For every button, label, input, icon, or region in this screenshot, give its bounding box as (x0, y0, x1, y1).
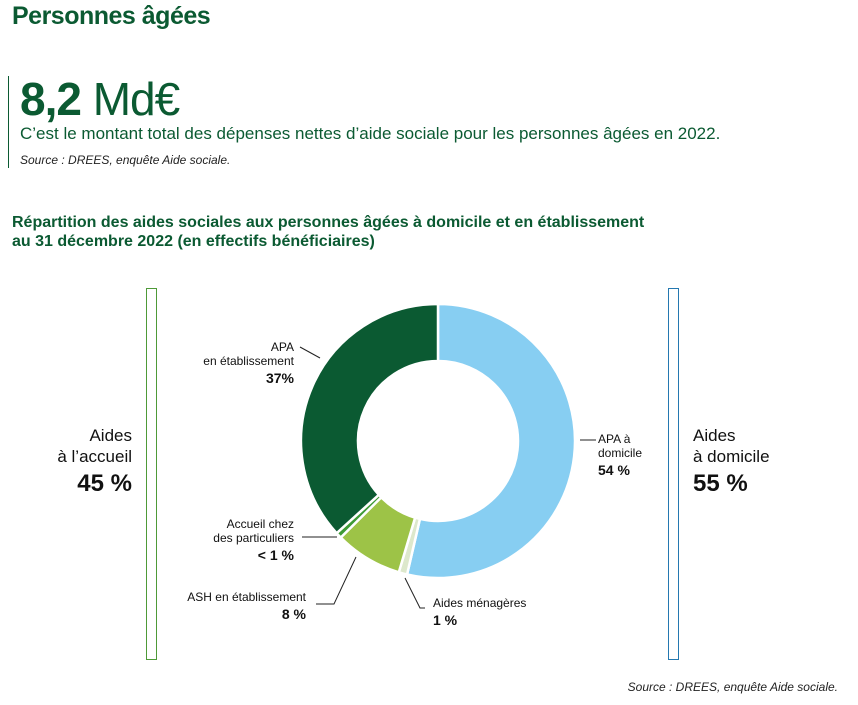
slice-value: 54 % (598, 462, 630, 478)
slice-value: 37% (265, 370, 294, 386)
group-name: Aides (693, 426, 736, 445)
kpi-unit: Md€ (92, 73, 180, 125)
slice-name: Aides ménagères (433, 596, 527, 610)
group-name: à l’accueil (57, 447, 132, 466)
slice-value: < 1 % (257, 547, 294, 563)
group-value: 45 % (77, 470, 132, 497)
slice-name: en établissement (203, 354, 294, 368)
kpi-value: 8,2 Md€ (20, 72, 180, 126)
kpi-accent-bar (8, 76, 9, 168)
leader-line-apa-etab (299, 346, 321, 359)
chart-title-line2: au 31 décembre 2022 (en effectifs bénéfi… (12, 233, 375, 250)
donut-slice-4 (299, 302, 440, 535)
slice-value: 1 % (433, 612, 458, 628)
slice-label-accueil: Accueil chez des particuliers < 1 % (213, 517, 294, 562)
slice-value: 8 % (281, 606, 306, 622)
slice-name: ASH en établissement (187, 590, 306, 604)
slice-name: domicile (598, 446, 643, 460)
page-title: Personnes âgées (12, 2, 211, 30)
kpi-source: Source : DREES, enquête Aide sociale. (20, 153, 231, 167)
slice-name: des particuliers (213, 531, 294, 545)
leader-line-ash (316, 556, 357, 605)
chart-title-line1: Répartition des aides sociales aux perso… (12, 214, 645, 231)
kpi-description: C’est le montant total des dépenses nett… (20, 124, 721, 143)
slice-label-ash: ASH en établissement 8 % (187, 590, 306, 621)
group-label-accueil: Aides à l’accueil 45 % (57, 425, 132, 497)
group-bracket-accueil (146, 288, 157, 660)
slice-label-apa-etab: APA en établissement 37% (203, 340, 294, 385)
group-bracket-domicile (668, 288, 679, 660)
slice-name: APA à (598, 432, 631, 446)
group-label-domicile: Aides à domicile 55 % (693, 425, 770, 497)
slice-label-aides-menageres: Aides ménagères 1 % (433, 596, 526, 627)
chart-source: Source : DREES, enquête Aide sociale. (627, 680, 838, 694)
kpi-number: 8,2 (20, 73, 82, 125)
group-name: à domicile (693, 447, 770, 466)
donut-slice-0 (405, 302, 577, 580)
slice-name: APA (270, 340, 294, 354)
leader-line-aides-menageres (404, 577, 425, 609)
slice-label-apa-domicile: APA à domicile 54 % (598, 432, 642, 477)
chart-title: Répartition des aides sociales aux perso… (12, 213, 644, 251)
group-value: 55 % (693, 470, 748, 497)
slice-name: Accueil chez (226, 517, 294, 531)
group-name: Aides (89, 426, 132, 445)
